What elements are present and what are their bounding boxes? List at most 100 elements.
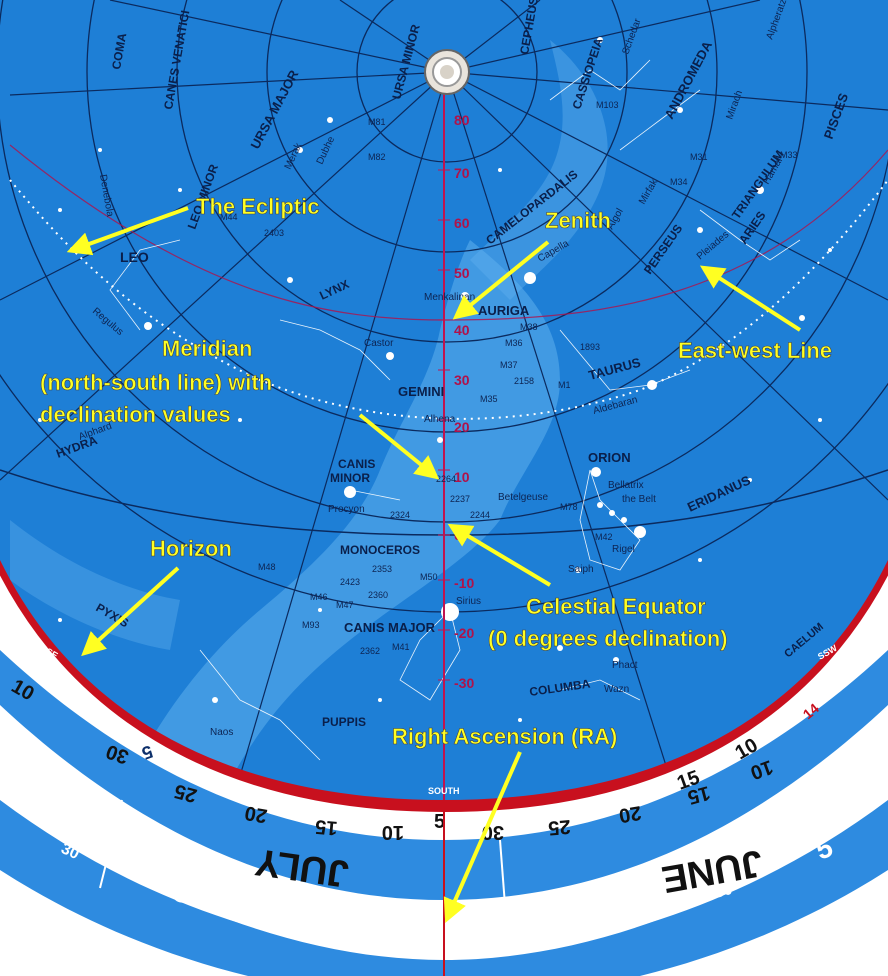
constellation-lines xyxy=(109,59,801,761)
inner-white-ring xyxy=(0,610,888,840)
milky-way-north xyxy=(470,40,608,300)
ra-minute: 30 xyxy=(58,840,81,863)
obj-m34: M34 xyxy=(670,177,688,187)
obj-ngc2403: 2403 xyxy=(264,228,284,238)
dec-label: 60 xyxy=(454,215,470,231)
label-meridian-2: (north-south line) with xyxy=(40,370,272,395)
obj-m41: M41 xyxy=(392,642,410,652)
star-alhena: Alhena xyxy=(424,414,456,425)
star-saiph: Saiph xyxy=(568,564,594,575)
ra-hour: 8 xyxy=(170,876,193,910)
star-castor: Castor xyxy=(364,338,394,349)
star-the-belt: the Belt xyxy=(622,494,656,505)
month-divider xyxy=(499,839,506,906)
obj-m47: M47 xyxy=(336,600,354,610)
day-num: 25 xyxy=(547,815,571,839)
const-coma: COMA xyxy=(109,32,129,71)
const-canis-major: CANIS MAJOR xyxy=(344,620,436,635)
ra-grid xyxy=(0,0,888,800)
ra-minute: 30 xyxy=(277,919,297,938)
obj-m36: M36 xyxy=(505,338,523,348)
day-ring xyxy=(0,640,888,900)
ra-minute: 30 xyxy=(498,927,516,944)
label-equator-2: (0 degrees declination) xyxy=(488,626,728,651)
ecliptic-line xyxy=(9,179,888,420)
obj-m46: M46 xyxy=(310,592,328,602)
milky-way xyxy=(120,240,560,800)
ra-hour: 7 xyxy=(390,915,406,946)
const-gemini: GEMINI xyxy=(398,384,444,399)
obj-m37: M37 xyxy=(500,360,518,370)
ra-hour-ring xyxy=(0,790,888,976)
obj-m44: M44 xyxy=(220,212,238,222)
const-auriga: AURIGA xyxy=(478,303,530,318)
obj-ngc2360: 2360 xyxy=(368,590,388,600)
annotation-arrows xyxy=(66,206,802,923)
const-monoceros: MONOCEROS xyxy=(340,543,420,557)
day-num: 20 xyxy=(243,801,269,827)
dec-label: 70 xyxy=(454,165,470,181)
dec-label: 80 xyxy=(454,112,470,128)
day-num: 20 xyxy=(617,801,643,827)
annotation-labels: The Ecliptic Zenith Meridian (north-sout… xyxy=(40,194,833,750)
obj-m1: M1 xyxy=(558,380,571,390)
const-leo: LEO xyxy=(120,249,149,265)
label-horizon: Horizon xyxy=(150,536,232,561)
pivot-rivet-icon xyxy=(424,49,470,95)
star-naos: Naos xyxy=(210,727,233,738)
inner-num: 5 xyxy=(434,811,445,833)
obj-m78: M78 xyxy=(560,502,578,512)
compass-south: SOUTH xyxy=(428,786,460,796)
annotation-arrow-icon xyxy=(443,751,522,923)
obj-m48: M48 xyxy=(258,562,276,572)
ra-minute: 30 xyxy=(713,881,735,902)
annotation-arrow-icon xyxy=(699,265,802,332)
day-num: 15 xyxy=(314,815,338,839)
obj-ngc2158: 2158 xyxy=(514,376,534,386)
star-procyon: Procyon xyxy=(328,504,365,515)
sky-patch xyxy=(10,520,180,650)
star-rigel: Rigel xyxy=(612,544,635,555)
dec-label: 30 xyxy=(454,372,470,388)
obj-m42: M42 xyxy=(595,532,613,542)
obj-ngc2353: 2353 xyxy=(372,564,392,574)
star-bellatrix: Bellatrix xyxy=(608,480,644,491)
annotation-arrow-icon xyxy=(358,413,440,480)
obj-ngc1893: 1893 xyxy=(580,342,600,352)
annotation-arrow-icon xyxy=(81,566,180,657)
deep-sky-labels: M35 M36 M37 M38 M1 M42 M78 M50 M46 M47 M… xyxy=(220,100,798,656)
label-ecliptic: The Ecliptic xyxy=(196,194,319,219)
label-meridian-3: declination values xyxy=(40,402,231,427)
dec-label: 10 xyxy=(454,469,470,485)
label-ra: Right Ascension (RA) xyxy=(392,724,617,749)
dec-label: -20 xyxy=(454,625,474,641)
obj-m50: M50 xyxy=(420,572,438,582)
obj-m93: M93 xyxy=(302,620,320,630)
star-phact: Phact xyxy=(612,660,638,671)
stars xyxy=(38,37,832,722)
inner-scale: 10 5 10 15 14 xyxy=(8,675,823,833)
const-puppis: PUPPIS xyxy=(322,715,366,729)
obj-ngc2362: 2362 xyxy=(360,646,380,656)
star-sirius: Sirius xyxy=(456,596,481,607)
obj-ngc2244: 2244 xyxy=(470,510,490,520)
obj-ngc2237: 2237 xyxy=(450,494,470,504)
star-menkalinan: Menkalinan xyxy=(424,292,475,303)
annotation-arrow-icon xyxy=(452,240,550,320)
obj-m35: M35 xyxy=(480,394,498,404)
obj-m82: M82 xyxy=(368,152,386,162)
const-canis-minor-1: CANIS xyxy=(338,457,375,471)
star-wazn: Wazn xyxy=(604,684,629,695)
obj-ngc2423: 2423 xyxy=(340,577,360,587)
dec-label: -30 xyxy=(454,675,474,691)
obj-ngc2324: 2324 xyxy=(390,510,410,520)
date-band xyxy=(0,700,888,955)
obj-m33: M33 xyxy=(780,150,798,160)
ra-hour: 6 xyxy=(606,893,627,926)
dec-label: -10 xyxy=(454,575,474,591)
label-equator-1: Celestial Equator xyxy=(526,594,706,619)
star-betelgeuse: Betelgeuse xyxy=(498,492,548,503)
